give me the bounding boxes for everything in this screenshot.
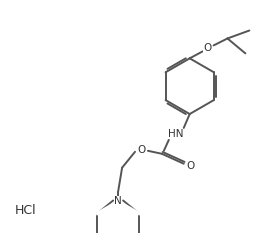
- Text: HN: HN: [168, 129, 183, 139]
- Text: O: O: [204, 44, 212, 53]
- Text: HCl: HCl: [15, 204, 36, 216]
- Text: N: N: [114, 197, 122, 206]
- Text: O: O: [138, 145, 146, 155]
- Text: O: O: [186, 161, 195, 171]
